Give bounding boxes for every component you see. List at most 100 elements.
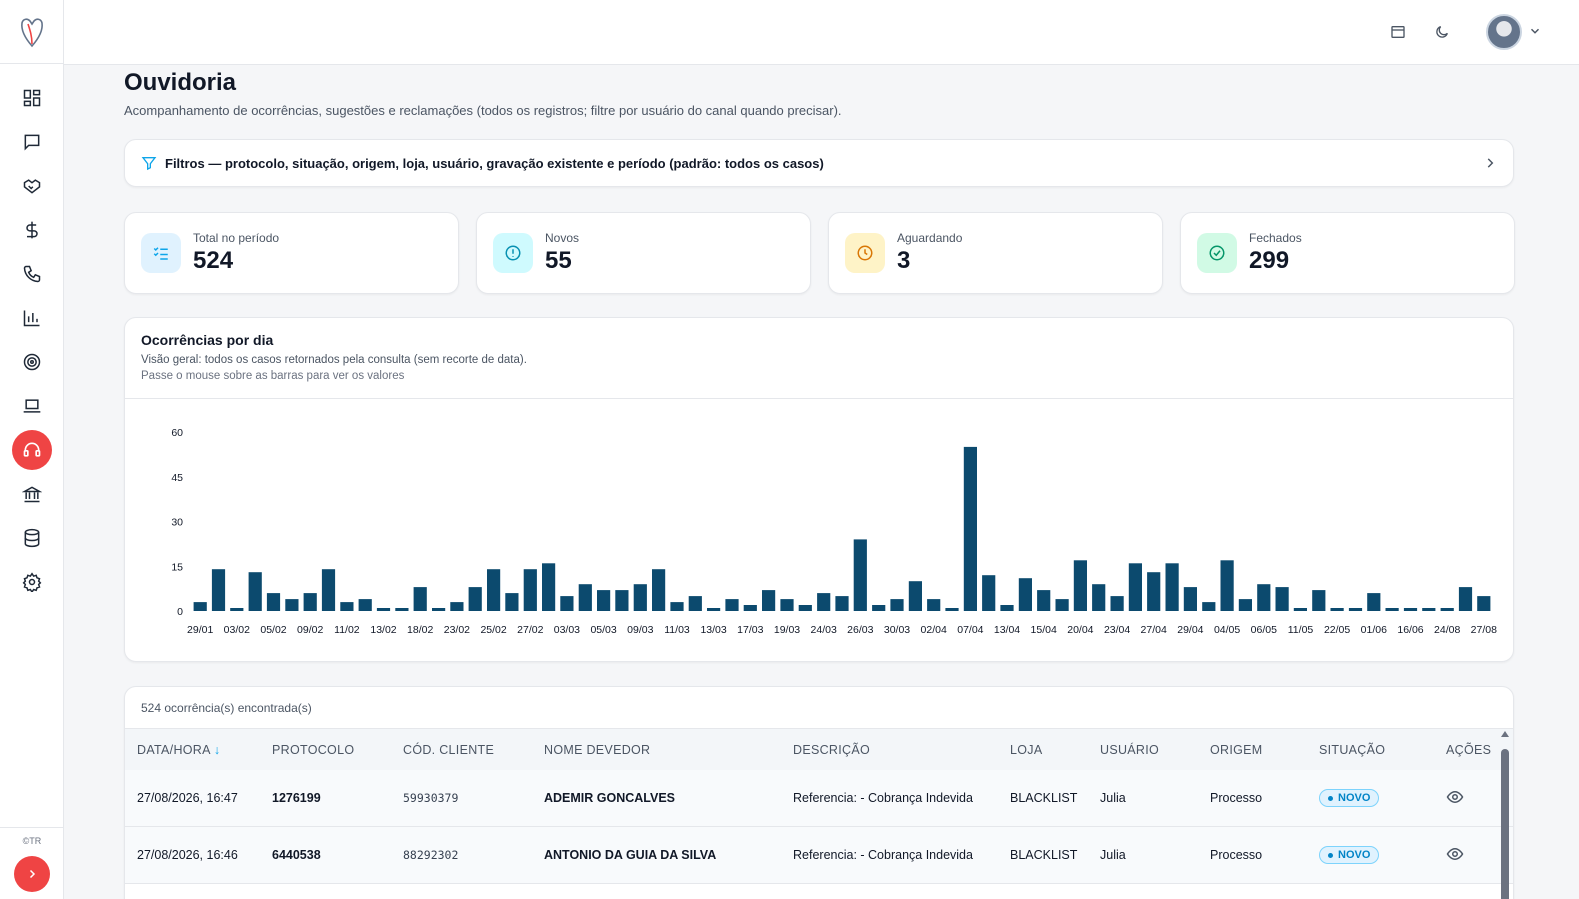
sidebar-item-dashboard[interactable] bbox=[12, 78, 52, 118]
chart-bar[interactable] bbox=[890, 599, 904, 611]
chart-bar[interactable] bbox=[670, 602, 684, 611]
chart-bar[interactable] bbox=[1165, 563, 1179, 611]
chart-bar[interactable] bbox=[725, 599, 739, 611]
chart-bar[interactable] bbox=[376, 608, 391, 611]
chart-bar[interactable] bbox=[1458, 587, 1473, 611]
view-eye-icon[interactable] bbox=[1446, 845, 1464, 863]
chart-bar[interactable] bbox=[597, 590, 611, 611]
user-avatar[interactable] bbox=[1486, 14, 1522, 50]
chart-bar[interactable] bbox=[743, 605, 757, 611]
chart-bar[interactable] bbox=[230, 608, 244, 611]
theme-toggle-button[interactable] bbox=[1432, 22, 1452, 42]
chart-bar[interactable] bbox=[211, 569, 226, 611]
sidebar-item-settings[interactable] bbox=[12, 562, 52, 602]
header-usuario[interactable]: USUÁRIO bbox=[1100, 742, 1160, 757]
chart-bar[interactable] bbox=[487, 569, 501, 611]
chart-bar[interactable] bbox=[395, 608, 409, 611]
chart-bar[interactable] bbox=[652, 569, 666, 611]
chart-bar[interactable] bbox=[1257, 584, 1271, 611]
sidebar-item-banks[interactable] bbox=[12, 474, 52, 514]
sidebar-item-devices[interactable] bbox=[12, 386, 52, 426]
chart-bar[interactable] bbox=[560, 596, 574, 611]
chart-bar[interactable] bbox=[1312, 590, 1326, 611]
table-scrollbar[interactable] bbox=[1501, 731, 1509, 899]
chart-bar[interactable] bbox=[615, 590, 629, 611]
header-protocolo[interactable]: PROTOCOLO bbox=[272, 742, 355, 757]
chart-bar[interactable] bbox=[1330, 608, 1344, 611]
chart-bar[interactable] bbox=[945, 608, 959, 611]
table-row[interactable]: 27/08/2026, 16:46 6440538 88292302 ANTON… bbox=[125, 827, 1513, 884]
chart-bar[interactable] bbox=[1147, 572, 1161, 611]
sidebar-item-deals[interactable] bbox=[12, 166, 52, 206]
expand-sidebar-button[interactable] bbox=[14, 856, 50, 892]
chart-bar[interactable] bbox=[1018, 578, 1032, 611]
chevron-down-icon[interactable] bbox=[1528, 24, 1542, 38]
chart-bar[interactable] bbox=[798, 605, 812, 611]
chart-bar[interactable] bbox=[835, 596, 849, 611]
chart-bar[interactable] bbox=[633, 584, 647, 611]
sidebar-item-database[interactable] bbox=[12, 518, 52, 558]
chart-bar[interactable] bbox=[1202, 602, 1216, 611]
chart-bar[interactable] bbox=[340, 602, 354, 611]
sidebar-item-reports[interactable] bbox=[12, 298, 52, 338]
chart-bar[interactable] bbox=[1110, 596, 1124, 611]
chart-bar[interactable] bbox=[468, 587, 482, 611]
chart-bar[interactable] bbox=[707, 608, 721, 611]
chart-bar[interactable] bbox=[872, 605, 886, 611]
chart-bar[interactable] bbox=[1440, 608, 1454, 611]
view-eye-icon[interactable] bbox=[1446, 788, 1464, 806]
chart-bar[interactable] bbox=[413, 587, 427, 611]
chart-bar[interactable] bbox=[321, 569, 336, 611]
chart-bar[interactable] bbox=[1128, 563, 1142, 611]
chart-bar[interactable] bbox=[1055, 599, 1069, 611]
sidebar-item-finance[interactable] bbox=[12, 210, 52, 250]
chart-bar[interactable] bbox=[542, 563, 556, 611]
chart-bar[interactable] bbox=[248, 572, 262, 611]
scroll-up-arrow[interactable] bbox=[1501, 731, 1509, 737]
chart-bar[interactable] bbox=[853, 539, 867, 611]
chart-bar[interactable] bbox=[1220, 560, 1234, 611]
chart-bar[interactable] bbox=[1037, 590, 1051, 611]
header-origem[interactable]: ORIGEM bbox=[1210, 742, 1263, 757]
chart-bar[interactable] bbox=[432, 608, 446, 611]
sidebar-item-goals[interactable] bbox=[12, 342, 52, 382]
chart-bar[interactable] bbox=[1477, 596, 1491, 611]
header-data-hora[interactable]: DATA/HORA ↓ bbox=[125, 743, 260, 757]
chart-bar[interactable] bbox=[266, 593, 281, 611]
table-row[interactable]: 27/08/2026, 16:47 1276199 59930379 ADEMI… bbox=[125, 770, 1513, 827]
chart-bar[interactable] bbox=[358, 599, 372, 611]
chart-bar[interactable] bbox=[1000, 605, 1014, 611]
layout-toggle-button[interactable] bbox=[1388, 22, 1408, 42]
chart-bar[interactable] bbox=[688, 596, 702, 611]
chart-bar[interactable] bbox=[1092, 584, 1106, 611]
chart-bar[interactable] bbox=[193, 602, 207, 611]
sidebar-item-calls[interactable] bbox=[12, 254, 52, 294]
chart-bar[interactable] bbox=[523, 569, 537, 611]
filters-panel[interactable]: Filtros — protocolo, situação, origem, l… bbox=[124, 139, 1514, 187]
scroll-thumb[interactable] bbox=[1501, 749, 1509, 899]
header-cod-cliente[interactable]: CÓD. CLIENTE bbox=[403, 742, 495, 757]
chart-bar[interactable] bbox=[450, 602, 464, 611]
chart-bar[interactable] bbox=[1275, 587, 1289, 611]
chart-bar[interactable] bbox=[303, 593, 317, 611]
sidebar-item-messages[interactable] bbox=[12, 122, 52, 162]
chart-bar[interactable] bbox=[1422, 608, 1436, 611]
header-situacao[interactable]: SITUAÇÃO bbox=[1319, 742, 1386, 757]
chart-bar[interactable] bbox=[505, 593, 519, 611]
chart-bar[interactable] bbox=[578, 584, 592, 611]
chart-bar[interactable] bbox=[762, 590, 776, 611]
chart-bar[interactable] bbox=[817, 593, 831, 611]
chart-bar[interactable] bbox=[1293, 608, 1307, 611]
header-nome-devedor[interactable]: NOME DEVEDOR bbox=[544, 742, 651, 757]
header-loja[interactable]: LOJA bbox=[1010, 742, 1043, 757]
app-logo[interactable] bbox=[0, 0, 63, 64]
chart-bar[interactable] bbox=[963, 446, 977, 611]
sidebar-item-ombudsman[interactable] bbox=[12, 430, 52, 470]
chart-bar[interactable] bbox=[1238, 599, 1252, 611]
chart-bar[interactable] bbox=[1385, 608, 1399, 611]
chart-bar[interactable] bbox=[1367, 593, 1381, 611]
header-descricao[interactable]: DESCRIÇÃO bbox=[793, 742, 871, 757]
chart-bar[interactable] bbox=[285, 599, 299, 611]
chart-bar[interactable] bbox=[1183, 587, 1197, 611]
chart-bar[interactable] bbox=[982, 575, 996, 611]
